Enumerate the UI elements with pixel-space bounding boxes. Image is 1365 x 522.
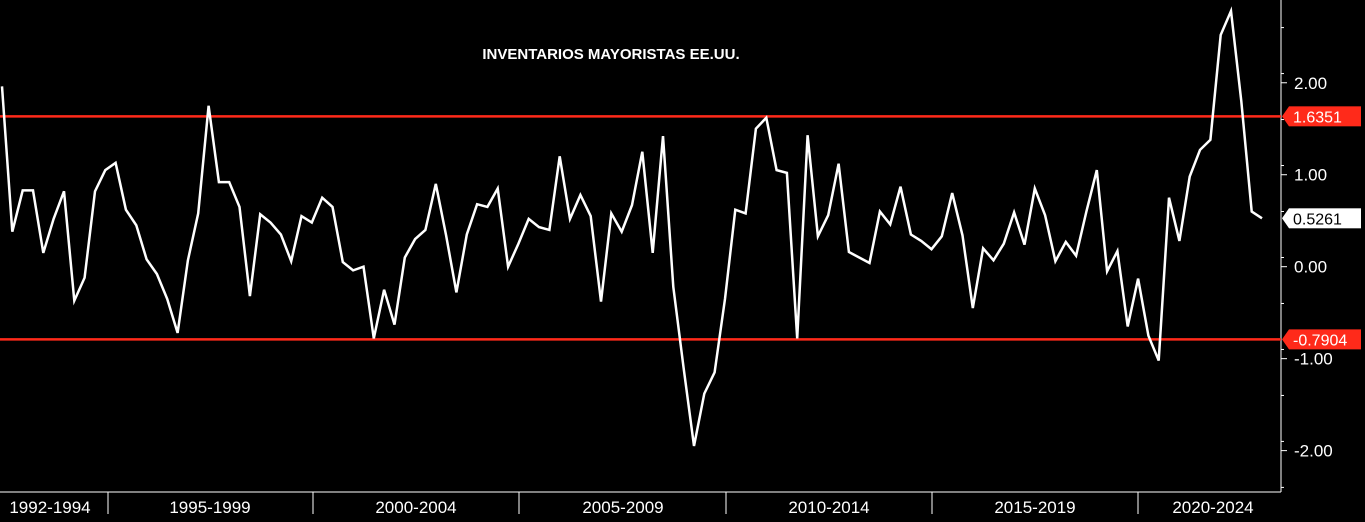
x-tick-label: 2000-2004 — [375, 498, 456, 517]
reference-badge-pointer — [1282, 329, 1289, 350]
y-axis: 2.00 1.00 0.00 -1.00 -2.00 — [1281, 27, 1333, 488]
x-tick-label: 2015-2019 — [994, 498, 1075, 517]
y-tick-label: 2.00 — [1294, 74, 1327, 93]
reference-value-label: -0.7904 — [1293, 332, 1347, 349]
x-tick-label: 2005-2009 — [582, 498, 663, 517]
last-value-badge-pointer — [1282, 208, 1289, 229]
reference-lines — [0, 115, 1281, 341]
x-tick-label: 2010-2014 — [788, 498, 869, 517]
x-tick-label: 2020-2024 — [1172, 498, 1253, 517]
series-layer — [0, 6, 1263, 447]
chart-title: INVENTARIOS MAYORISTAS EE.UU. — [482, 46, 739, 63]
x-tick-label: 1995-1999 — [169, 498, 250, 517]
x-tick-label: 1992-1994 — [9, 498, 90, 517]
y-tick-label: -2.00 — [1294, 442, 1333, 461]
reference-value-badge — [1289, 329, 1361, 350]
y-tick-label: 1.00 — [1294, 166, 1327, 185]
x-axis: 1992-1994 1995-1999 2000-2004 2005-2009 2010… — [9, 492, 1254, 517]
series-line — [0, 6, 1263, 447]
reference-badge-pointer — [1282, 106, 1289, 127]
reference-value-badge — [1289, 106, 1361, 127]
y-tick-label: -1.00 — [1294, 350, 1333, 369]
y-tick-label: 0.00 — [1294, 258, 1327, 277]
value-labels: 1.6351 -0.7904 0.5261 — [1282, 106, 1361, 350]
last-value-badge — [1289, 208, 1361, 229]
reference-value-label: 1.6351 — [1293, 109, 1342, 126]
last-value-label: 0.5261 — [1293, 211, 1342, 228]
